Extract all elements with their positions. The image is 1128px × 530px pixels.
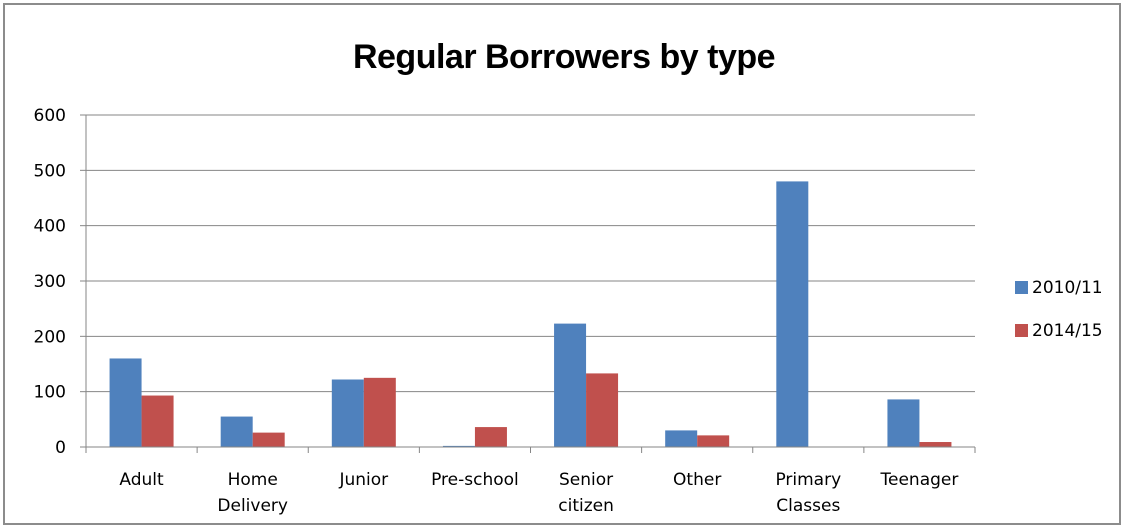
y-tick-label: 300 [34, 272, 66, 292]
y-tick-label: 400 [34, 217, 66, 237]
bar-2010-11-0 [109, 358, 142, 447]
bar-2014-15-5 [697, 435, 730, 447]
legend-label: 2010/11 [1032, 278, 1103, 298]
legend-label: 2014/15 [1032, 321, 1103, 341]
bar-2010-11-5 [665, 430, 698, 447]
bar-2014-15-0 [141, 395, 174, 447]
y-tick-label: 100 [34, 383, 66, 403]
bar-2014-15-3 [474, 427, 507, 447]
bar-2010-11-7 [887, 399, 920, 447]
chart-title: Regular Borrowers by type [352, 38, 776, 76]
bar-2010-11-3 [442, 445, 475, 447]
bar-2014-15-1 [252, 432, 285, 447]
bar-2010-11-6 [776, 181, 809, 447]
x-tick-label: Teenager [880, 470, 959, 490]
x-tick-label: Senior citizen [558, 470, 614, 516]
y-tick-label: 600 [34, 106, 66, 126]
bar-2010-11-4 [554, 323, 587, 447]
x-tick-label: Other [673, 470, 721, 490]
y-tick-label: 0 [55, 438, 66, 458]
bar-2014-15-7 [919, 442, 952, 447]
x-tick-label: Adult [119, 470, 164, 490]
x-tick-label: Pre-school [431, 470, 519, 490]
x-tick-label: Home Delivery [217, 470, 288, 516]
bar-2010-11-1 [220, 416, 253, 447]
bar-2010-11-2 [331, 379, 364, 447]
bar-2014-15-4 [586, 373, 619, 447]
x-tick-label: Junior [338, 470, 388, 490]
y-tick-label: 500 [34, 161, 66, 181]
x-tick-label: Primary Classes [775, 470, 841, 516]
y-tick-label: 200 [34, 327, 66, 347]
legend-swatch [1015, 324, 1028, 337]
bar-2014-15-2 [363, 377, 396, 447]
legend-swatch [1015, 281, 1028, 294]
